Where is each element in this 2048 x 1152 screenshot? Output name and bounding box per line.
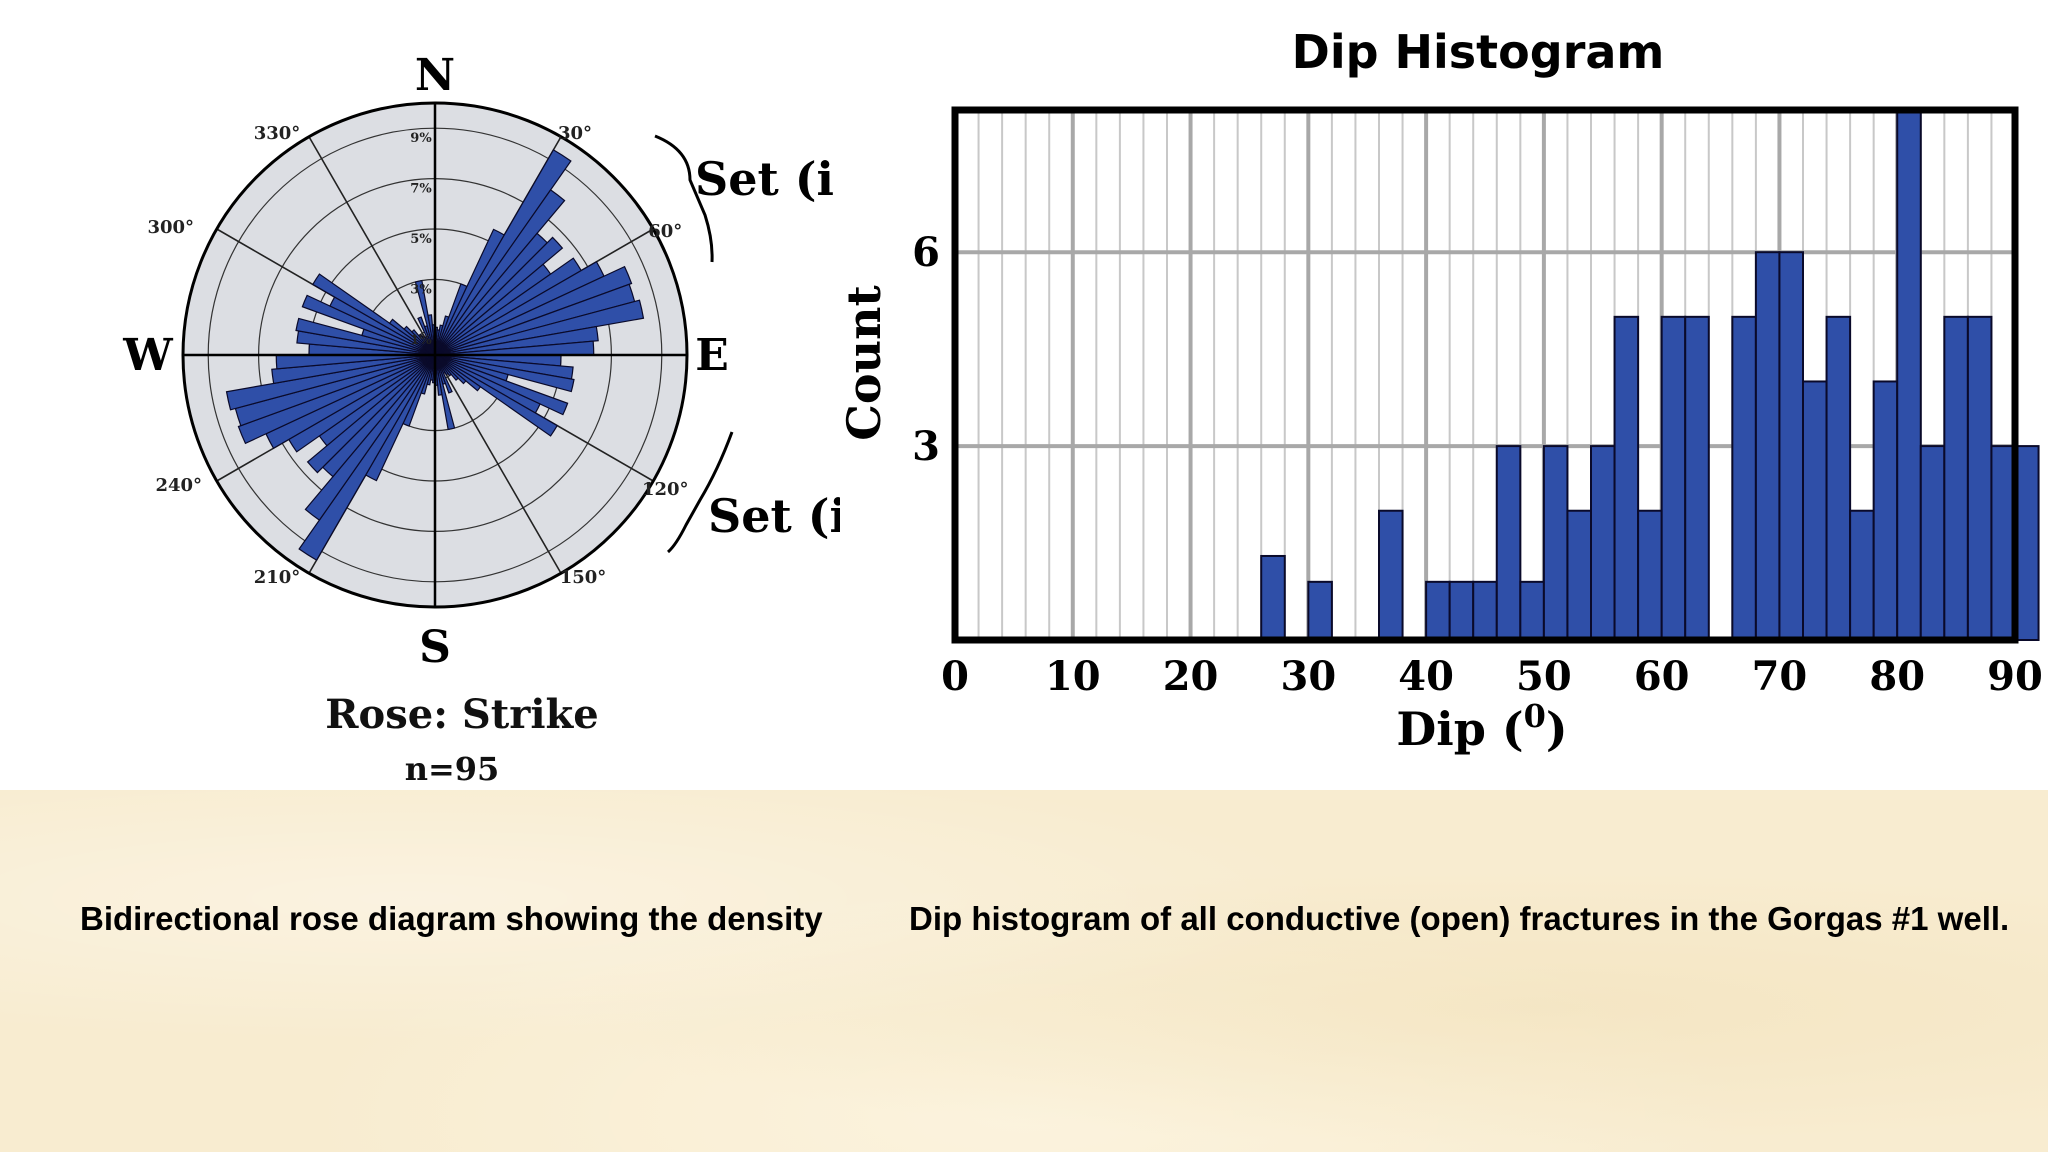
angle-label-210: 210° bbox=[254, 567, 301, 588]
angle-label-60: 60° bbox=[648, 221, 682, 242]
rose-sector-352.5 bbox=[427, 314, 436, 356]
rose-sector-172.5 bbox=[434, 354, 443, 396]
ring-label-1: 1% bbox=[410, 333, 432, 348]
angle-label-30: 30° bbox=[558, 123, 592, 144]
ring-label-7: 7% bbox=[410, 182, 432, 197]
set-bracket-upper bbox=[654, 134, 714, 263]
rose-caption: Bidirectional rose diagram showing the d… bbox=[80, 900, 823, 937]
rose-spoke-150 bbox=[434, 354, 562, 574]
angle-label-240: 240° bbox=[155, 475, 202, 496]
rose-sector-37.5 bbox=[434, 189, 566, 356]
rose-sector-227.5 bbox=[306, 354, 436, 474]
ring-label-5: 5% bbox=[410, 232, 432, 247]
ring-label-9: 9% bbox=[410, 131, 432, 146]
set-bracket-lower bbox=[666, 431, 734, 554]
rose-sector-247.5 bbox=[237, 354, 436, 445]
direction-north: N bbox=[415, 50, 455, 101]
rose-sector-77.5 bbox=[434, 299, 645, 356]
rose-sector-262.5 bbox=[271, 354, 436, 385]
rose-sector-122.5 bbox=[434, 354, 559, 437]
direction-west: W bbox=[122, 330, 173, 381]
rose-sector-157.5 bbox=[434, 354, 453, 394]
histogram-caption: Dip histogram of all conductive (open) f… bbox=[909, 900, 2010, 937]
rose-spoke-330 bbox=[308, 136, 436, 356]
angle-label-120: 120° bbox=[642, 479, 689, 500]
rose-sector-212.5 bbox=[298, 354, 436, 561]
rose-sample-count: n=95 bbox=[405, 750, 500, 788]
angle-label-300: 300° bbox=[147, 217, 194, 238]
rose-sector-217.5 bbox=[304, 354, 436, 521]
rose-title: Rose: Strike bbox=[325, 691, 598, 738]
direction-east: E bbox=[695, 330, 729, 381]
rose-sector-302.5 bbox=[311, 273, 436, 356]
rose-sector-47.5 bbox=[434, 236, 564, 356]
rose-sector-67.5 bbox=[434, 265, 633, 356]
rose-sector-347.5 bbox=[414, 279, 436, 356]
caption-panel bbox=[0, 790, 2048, 1152]
set-label-upper: Set (i bbox=[695, 152, 834, 206]
rose-angle-labels: 30° 60° 120° 150° 210° 240° 300° 330° bbox=[147, 123, 688, 588]
rose-sector-337.5 bbox=[417, 316, 436, 356]
ring-label-3: 3% bbox=[410, 282, 432, 297]
rose-sector-167.5 bbox=[434, 354, 456, 431]
rose-sector-257.5 bbox=[225, 354, 436, 411]
direction-south: S bbox=[419, 622, 451, 673]
rose-sector-82.5 bbox=[434, 325, 599, 356]
set-label-lower: Set (i bbox=[708, 489, 840, 543]
rose-sectors bbox=[225, 149, 645, 561]
rose-diagram: 1% 3% 5% 7% 9% 30° 60° 120° 150° 210° 240° 300° 330… bbox=[122, 50, 840, 788]
angle-label-330: 330° bbox=[254, 123, 301, 144]
rose-ring-labels: 1% 3% 5% 7% 9% bbox=[410, 131, 432, 348]
angle-label-150: 150° bbox=[560, 567, 607, 588]
rose-sector-32.5 bbox=[434, 149, 572, 356]
